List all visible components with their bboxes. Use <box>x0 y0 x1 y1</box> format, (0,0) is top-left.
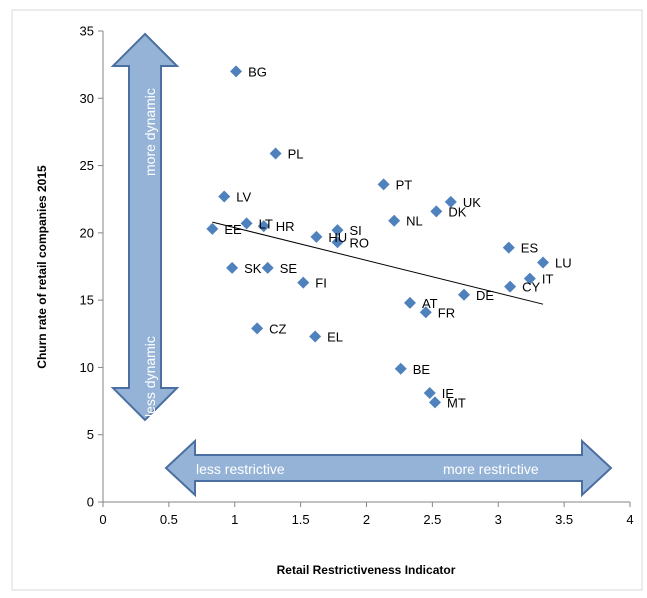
data-point-es <box>502 241 515 254</box>
data-point-se <box>261 261 274 274</box>
y-tick-label: 30 <box>80 91 94 106</box>
data-point-si <box>331 224 344 237</box>
data-point-be <box>394 362 407 375</box>
point-label-bg: BG <box>248 64 267 79</box>
x-tick-label: 1.5 <box>292 512 310 527</box>
point-label-nl: NL <box>406 214 423 229</box>
data-point-lt <box>240 217 253 230</box>
more-dynamic-label: more dynamic <box>142 88 158 176</box>
point-label-dk: DK <box>448 204 466 219</box>
data-point-cz <box>251 322 264 335</box>
y-tick-label: 0 <box>87 495 94 510</box>
x-tick-label: 1 <box>231 512 238 527</box>
point-label-ro: RO <box>350 235 370 250</box>
y-tick-label: 10 <box>80 360 94 375</box>
x-tick-label: 2.5 <box>423 512 441 527</box>
more-restrictive-label: more restrictive <box>443 461 539 477</box>
data-points <box>206 65 550 409</box>
point-label-cz: CZ <box>269 321 286 336</box>
data-point-nl <box>388 214 401 227</box>
data-point-fi <box>297 276 310 289</box>
x-tick-label: 2 <box>363 512 370 527</box>
x-tick-labels: 0 0.5 1 1.5 2 2.5 3 3.5 4 <box>99 502 634 527</box>
point-label-fi: FI <box>315 276 327 291</box>
y-tick-label: 5 <box>87 427 94 442</box>
point-label-ee: EE <box>224 222 242 237</box>
point-label-lt: LT <box>259 216 273 231</box>
data-point-sk <box>226 261 239 274</box>
data-point-bg <box>230 65 243 78</box>
point-label-lu: LU <box>555 255 572 270</box>
data-point-at <box>403 296 416 309</box>
y-tick-labels: 0 5 10 15 20 25 30 35 <box>80 24 103 510</box>
x-tick-label: 0.5 <box>160 512 178 527</box>
point-label-pt: PT <box>396 177 413 192</box>
data-point-pt <box>377 178 390 191</box>
data-point-lv <box>218 190 231 203</box>
data-point-dk <box>430 205 443 218</box>
point-label-pl: PL <box>288 146 304 161</box>
point-label-cy: CY <box>522 280 540 295</box>
point-label-hu: HU <box>328 230 347 245</box>
point-label-se: SE <box>280 261 298 276</box>
data-point-hr <box>257 220 270 233</box>
data-point-uk <box>444 195 457 208</box>
x-tick-label: 4 <box>626 512 633 527</box>
data-point-ie <box>423 386 436 399</box>
y-axis-title: Churn rate of retail companies 2015 <box>35 165 49 369</box>
y-tick-label: 25 <box>80 158 94 173</box>
x-axis-title: Retail Restrictiveness Indicator <box>277 563 456 577</box>
point-label-uk: UK <box>463 195 481 210</box>
point-label-hr: HR <box>276 219 295 234</box>
trendline <box>212 221 544 305</box>
data-point-mt <box>429 396 442 409</box>
point-label-mt: MT <box>447 395 466 410</box>
x-tick-label: 0 <box>99 512 106 527</box>
y-tick-label: 20 <box>80 225 94 240</box>
point-label-at: AT <box>422 296 438 311</box>
less-restrictive-label: less restrictive <box>196 461 285 477</box>
x-tick-label: 3.5 <box>555 512 573 527</box>
restrictiveness-arrow <box>164 438 613 498</box>
data-point-ee <box>206 222 219 235</box>
data-point-lu <box>537 256 550 269</box>
point-label-si: SI <box>350 223 362 238</box>
point-label-be: BE <box>413 362 431 377</box>
trendline-group <box>212 221 544 305</box>
less-dynamic-label: less dynamic <box>142 336 158 417</box>
data-point-cy <box>504 280 517 293</box>
axes <box>102 31 630 503</box>
point-label-lv: LV <box>236 190 251 205</box>
data-point-de <box>457 288 470 301</box>
point-label-ie: IE <box>442 386 455 401</box>
data-point-pl <box>269 147 282 160</box>
point-label-es: ES <box>521 241 539 256</box>
y-tick-label: 15 <box>80 293 94 308</box>
data-point-el <box>309 330 322 343</box>
data-point-it <box>523 272 536 285</box>
point-label-de: DE <box>476 288 494 303</box>
data-point-hu <box>310 230 323 243</box>
data-point-fr <box>419 306 432 319</box>
point-label-el: EL <box>327 329 343 344</box>
point-label-it: IT <box>542 272 554 287</box>
dynamic-arrow <box>110 32 180 422</box>
data-point-ro <box>331 236 344 249</box>
point-label-sk: SK <box>244 261 262 276</box>
chart-border <box>11 9 643 591</box>
point-label-fr: FR <box>438 305 455 320</box>
x-tick-label: 3 <box>495 512 502 527</box>
y-tick-label: 35 <box>80 24 94 39</box>
